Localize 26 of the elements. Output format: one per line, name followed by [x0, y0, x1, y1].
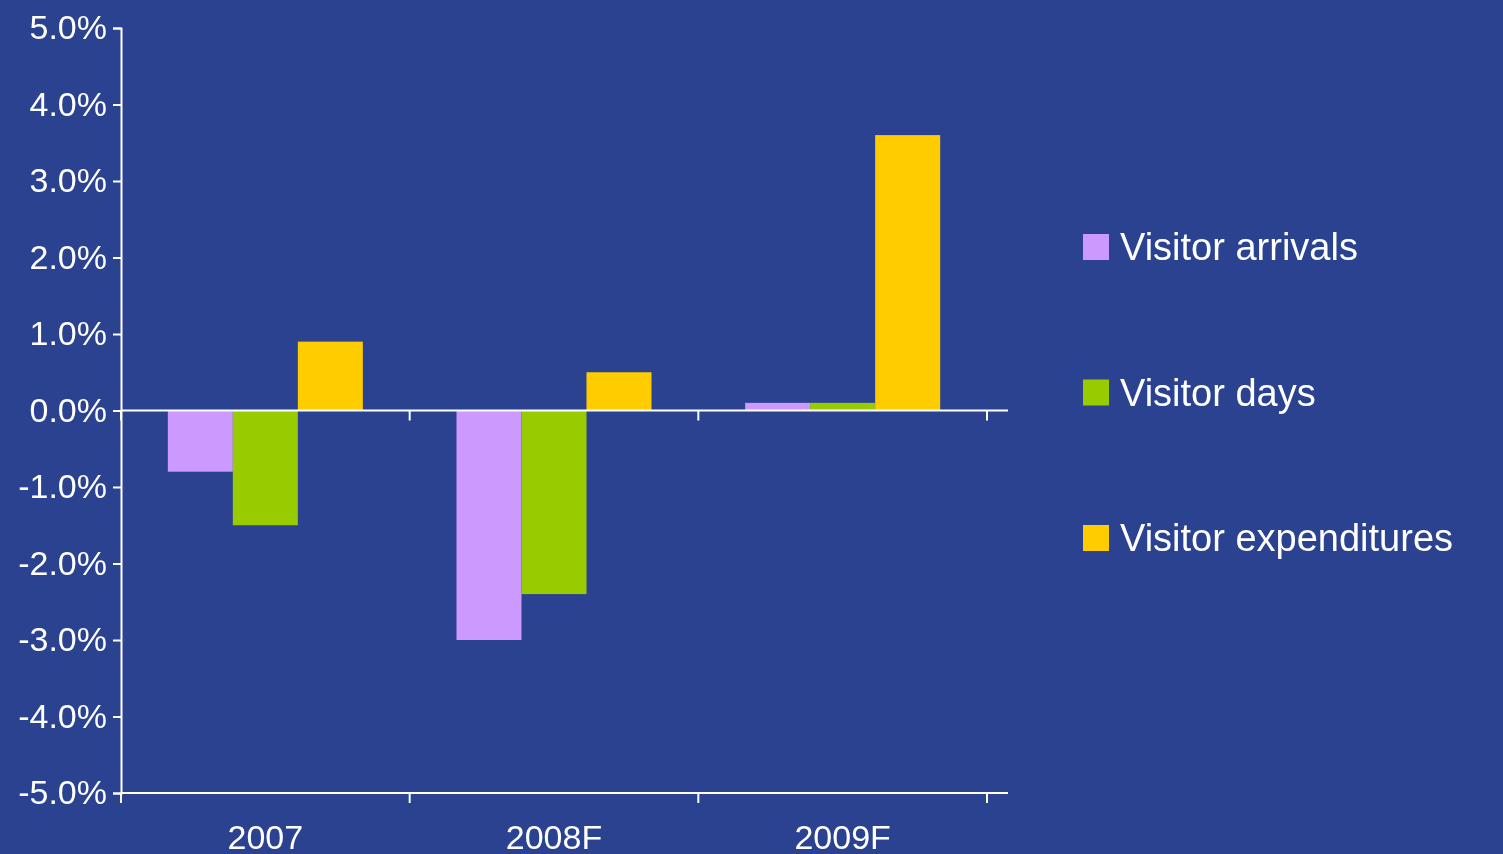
y-tick-label: -2.0% [18, 543, 107, 582]
y-tick-label: 3.0% [29, 161, 107, 200]
legend-label: Visitor expenditures [1120, 517, 1454, 559]
bar [167, 410, 233, 472]
bar [586, 372, 652, 411]
bar [521, 410, 587, 595]
y-tick-label: 0.0% [29, 390, 107, 429]
y-tick-label: -3.0% [18, 620, 107, 659]
legend-label: Visitor arrivals [1120, 226, 1358, 268]
y-tick-label: 4.0% [29, 84, 107, 123]
y-tick-label: 5.0% [29, 8, 107, 47]
bar [232, 410, 298, 526]
x-tick-label: 2009F [794, 818, 891, 854]
y-tick-label: -5.0% [18, 773, 107, 812]
bar [875, 135, 941, 411]
x-tick-label: 2007 [227, 818, 304, 854]
bar [745, 402, 811, 411]
bar [456, 410, 522, 640]
y-tick-label: 1.0% [29, 314, 107, 353]
y-tick-label: -1.0% [18, 467, 107, 506]
bar [810, 402, 876, 411]
y-tick-label: 2.0% [29, 237, 107, 276]
legend-label: Visitor days [1120, 371, 1316, 414]
y-tick-label: -4.0% [18, 696, 107, 735]
bar [297, 341, 363, 411]
x-tick-label: 2008F [505, 818, 603, 854]
